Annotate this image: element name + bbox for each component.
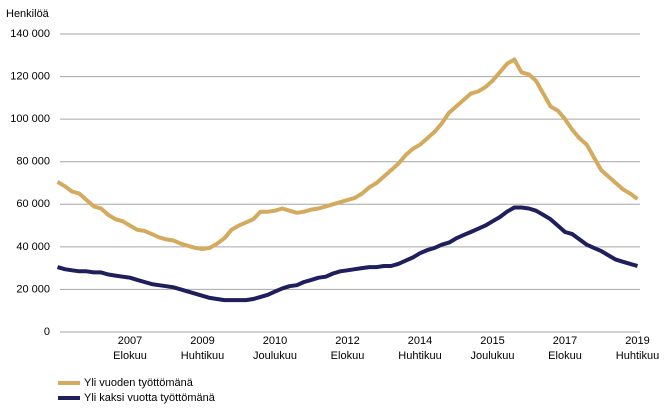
x-tick-label: 2010 — [263, 335, 287, 347]
x-tick-label: Huhtikuu — [181, 350, 224, 362]
x-tick-label: 2012 — [335, 335, 359, 347]
x-tick-label: Joulukuu — [253, 350, 297, 362]
x-tick-label: 2009 — [190, 335, 214, 347]
y-tick-label: 140 000 — [10, 28, 50, 40]
x-tick-label: Elokuu — [548, 350, 582, 362]
y-tick-label: 120 000 — [10, 70, 50, 82]
x-tick-label: 2019 — [625, 335, 649, 347]
x-tick-label: 2007 — [118, 335, 142, 347]
y-tick-label: 20 000 — [16, 283, 50, 295]
y-tick-label: 100 000 — [10, 113, 50, 125]
legend-label: Yli vuoden työttömänä — [84, 377, 194, 389]
x-tick-label: 2014 — [408, 335, 432, 347]
legend-label: Yli kaksi vuotta työttömänä — [84, 392, 216, 404]
series-line — [56, 57, 639, 251]
y-tick-label: 40 000 — [16, 241, 50, 253]
y-tick-label: 0 — [44, 326, 50, 338]
y-axis-label: Henkilöä — [6, 8, 50, 20]
x-tick-label: 2017 — [553, 335, 577, 347]
x-tick-label: Elokuu — [331, 350, 365, 362]
x-tick-label: Huhtikuu — [616, 350, 659, 362]
series-line — [56, 205, 639, 303]
y-tick-label: 60 000 — [16, 198, 50, 210]
x-tick-label: Elokuu — [113, 350, 147, 362]
x-tick-label: Huhtikuu — [398, 350, 441, 362]
x-tick-label: 2015 — [480, 335, 504, 347]
y-tick-label: 80 000 — [16, 156, 50, 168]
x-tick-label: Joulukuu — [470, 350, 514, 362]
